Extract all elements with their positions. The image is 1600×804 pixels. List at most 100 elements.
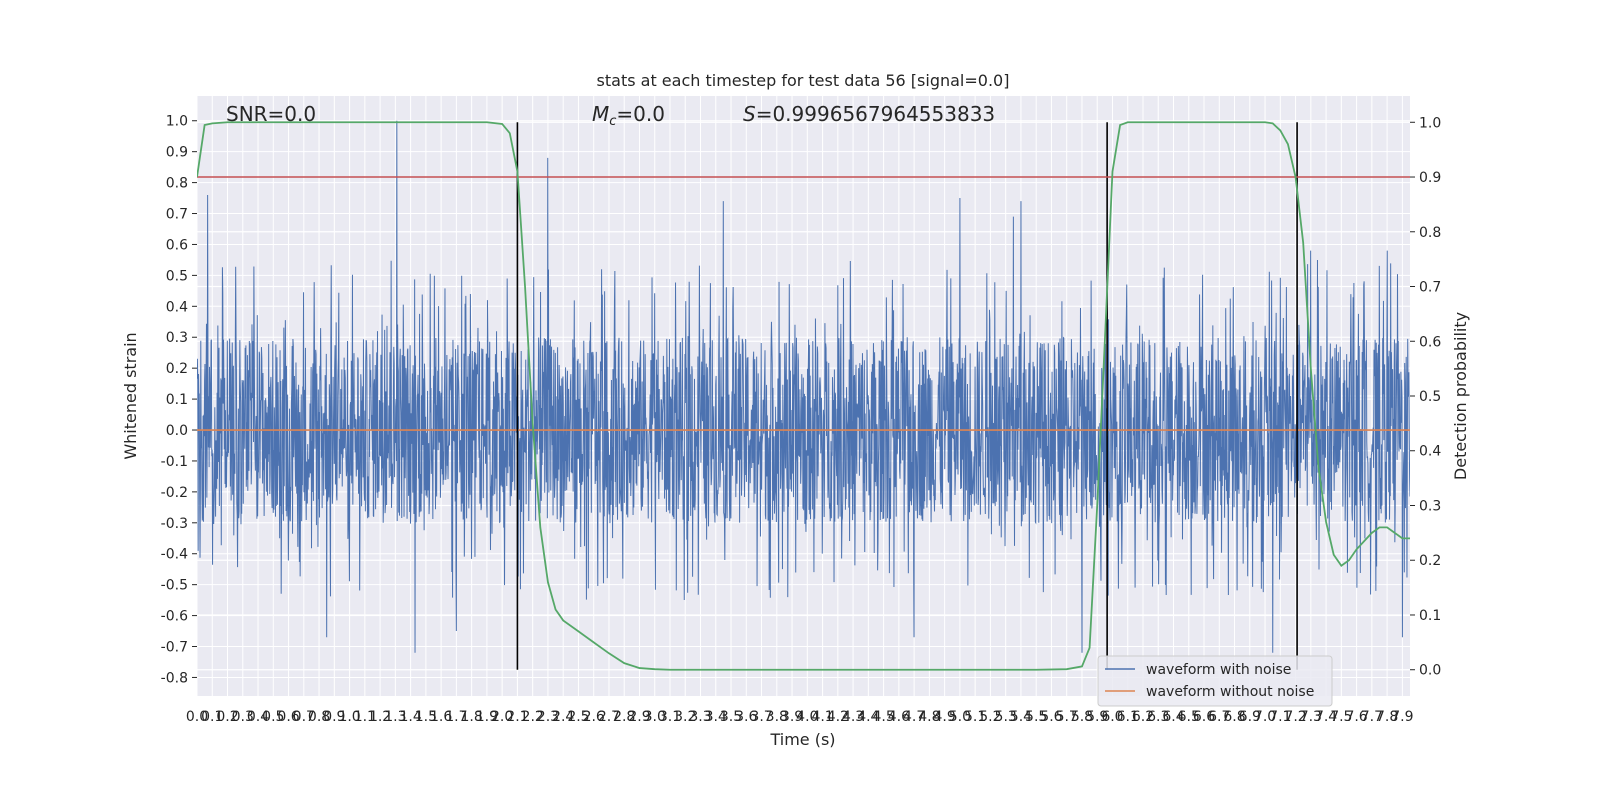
y-tick-label-right: 0.5 (1419, 389, 1441, 405)
x-tick-label: 4.1 (811, 709, 833, 725)
y-tick-label-right: 0.3 (1419, 498, 1441, 514)
x-tick-label: 1.3 (384, 709, 406, 725)
y-ticks-left: -0.8 -0.7 -0.6 -0.5 -0.4 -0.3 -0.2 -0.1 0.0 0.1 0.… (161, 114, 197, 686)
x-tick-label: 5.4 (1010, 709, 1032, 725)
x-tick-label: 4.5 (872, 709, 894, 725)
legend-box (1097, 655, 1333, 707)
y-tick-label: 0.9 (166, 145, 188, 161)
x-tick-label: 3.9 (781, 709, 803, 725)
x-tick-label: 5.9 (1086, 709, 1108, 725)
x-tick-label: 7.2 (1284, 709, 1306, 725)
x-tick-label: 5.6 (1040, 709, 1062, 725)
x-tick-label: 1.6 (430, 709, 452, 725)
x-tick-label: 2.2 (522, 709, 544, 725)
x-tick-label: 7.3 (1300, 709, 1322, 725)
y-tick-label-right: 0.6 (1419, 334, 1441, 350)
y-tick-label-right: 1.0 (1419, 115, 1441, 131)
x-tick-label: 4.7 (903, 709, 925, 725)
x-tick-label: 2.5 (567, 709, 589, 725)
x-tick-label: 2.1 (506, 709, 528, 725)
y-tick-label: -0.8 (161, 670, 188, 686)
x-tick-label: 7.5 (1330, 709, 1352, 725)
x-tick-label: 2.0 (491, 709, 513, 725)
annotation-mc-value: =0.0 (616, 102, 665, 126)
x-tick-label: 2.8 (613, 709, 635, 725)
x-tick-label: 5.8 (1071, 709, 1093, 725)
x-tick-label: 3.3 (689, 709, 711, 725)
y-tick-label-right: 0.2 (1419, 553, 1441, 569)
x-tick-label: 1.0 (338, 709, 360, 725)
x-tick-label: 3.7 (750, 709, 772, 725)
y-tick-label: 0.1 (166, 392, 188, 408)
x-tick-label: 4.0 (796, 709, 818, 725)
x-tick-label: 3.0 (644, 709, 666, 725)
y-tick-label: 0.2 (166, 361, 188, 377)
x-tick-label: 4.4 (857, 709, 879, 725)
x-tick-label: 1.1 (354, 709, 376, 725)
x-tick-label: 6.4 (1162, 709, 1184, 725)
x-tick-label: 7.6 (1345, 709, 1367, 725)
x-tick-label: 4.3 (842, 709, 864, 725)
y-tick-label-right: 0.4 (1419, 444, 1441, 460)
x-tick-label: 0.0 (186, 709, 208, 725)
x-tick-label: 3.8 (766, 709, 788, 725)
x-tick-label: 0.1 (201, 709, 223, 725)
y-tick-label: 0.3 (166, 330, 188, 346)
x-tick-label: 2.7 (598, 709, 620, 725)
x-tick-label: 1.7 (445, 709, 467, 725)
x-tick-label: 2.3 (537, 709, 559, 725)
y-tick-label-right: 0.7 (1419, 280, 1441, 296)
x-tick-label: 0.2 (216, 709, 238, 725)
y-tick-label: 1.0 (166, 114, 188, 130)
y-tick-label: -0.3 (161, 516, 188, 532)
x-ticks: 0.00.10.20.30.40.50.60.70.80.91.01.11.21… (186, 709, 1414, 725)
x-tick-label: 1.5 (415, 709, 437, 725)
x-tick-label: 0.9 (323, 709, 345, 725)
series-waveform-with-noise (197, 120, 1410, 653)
y-tick-label: 0.5 (166, 268, 188, 284)
x-tick-label: 1.4 (399, 709, 421, 725)
x-tick-label: 0.3 (232, 709, 254, 725)
y-tick-label: 0.6 (166, 237, 188, 253)
x-tick-label: 3.1 (659, 709, 681, 725)
y-tick-label: -0.5 (161, 578, 188, 594)
x-tick-label: 6.9 (1239, 709, 1261, 725)
x-tick-label: 6.5 (1178, 709, 1200, 725)
x-tick-label: 0.8 (308, 709, 330, 725)
x-tick-label: 6.1 (1117, 709, 1139, 725)
y-axis-label-right: Detection probability (1451, 312, 1470, 480)
annotation-mc-symbol: M (592, 102, 609, 126)
x-tick-label: 7.9 (1391, 709, 1413, 725)
x-tick-label: 4.8 (918, 709, 940, 725)
x-tick-label: 5.5 (1025, 709, 1047, 725)
x-tick-label: 0.6 (277, 709, 299, 725)
x-tick-label: 6.2 (1132, 709, 1154, 725)
annotation-s: S=0.9996567964553833 (743, 102, 995, 126)
y-tick-label: -0.4 (161, 547, 188, 563)
y-tick-label-right: 0.0 (1419, 663, 1441, 679)
x-tick-label: 4.2 (827, 709, 849, 725)
x-tick-label: 3.4 (705, 709, 727, 725)
x-tick-label: 0.7 (293, 709, 315, 725)
x-tick-label: 2.6 (583, 709, 605, 725)
annotation-s-value: =0.9996567964553833 (756, 102, 995, 126)
y-tick-label-right: 0.8 (1419, 225, 1441, 241)
x-tick-label: 7.4 (1315, 709, 1337, 725)
legend-label-noise: waveform with noise (1146, 662, 1291, 678)
x-tick-label: 1.8 (461, 709, 483, 725)
x-tick-label: 5.7 (1056, 709, 1078, 725)
x-tick-label: 1.9 (476, 709, 498, 725)
x-tick-label: 7.7 (1361, 709, 1383, 725)
annotation-s-symbol: S (743, 102, 756, 126)
y-tick-label: 0.0 (166, 423, 188, 439)
chart-title: stats at each timestep for test data 56 … (597, 71, 1010, 90)
x-tick-label: 3.5 (720, 709, 742, 725)
vertical-markers (516, 122, 1298, 670)
x-tick-label: 6.3 (1147, 709, 1169, 725)
x-tick-label: 5.3 (995, 709, 1017, 725)
x-tick-label: 4.9 (934, 709, 956, 725)
legend: waveform with noise waveform without noi… (1097, 655, 1333, 707)
y-tick-label: 0.4 (166, 299, 188, 315)
